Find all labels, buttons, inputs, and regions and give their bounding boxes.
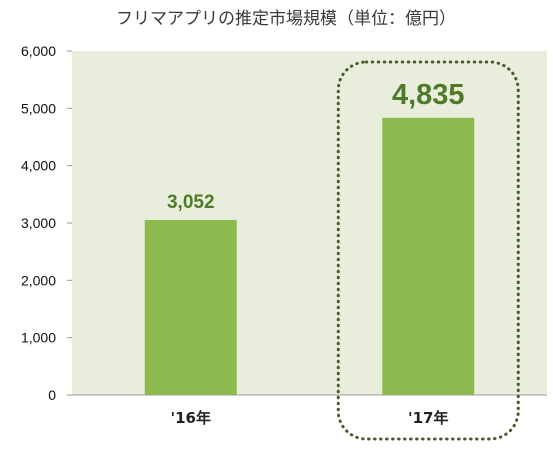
y-tick-label: 0 xyxy=(48,387,56,403)
data-label-17: 4,835 xyxy=(392,79,465,111)
y-tick-label: 5,000 xyxy=(21,100,56,116)
bar-16 xyxy=(144,220,237,395)
y-tick-label: 1,000 xyxy=(21,330,56,346)
x-tick-label-17: '17年 xyxy=(408,409,448,427)
chart-title: フリマアプリの推定市場規模（単位：億円） xyxy=(116,9,456,29)
y-tick-label: 4,000 xyxy=(21,158,56,174)
y-axis: 0 1,000 2,000 3,000 4,000 5,000 6,000 xyxy=(21,43,72,403)
x-axis: '16年 '17年 xyxy=(171,409,449,427)
bars xyxy=(144,117,475,395)
data-labels: 3,052 4,835 xyxy=(167,79,465,213)
bar-17 xyxy=(382,117,475,395)
y-tick-label: 3,000 xyxy=(21,215,56,231)
highlight-outline-17 xyxy=(336,60,520,441)
x-tick-label-16: '16年 xyxy=(171,409,211,427)
y-tick-label: 6,000 xyxy=(21,43,56,59)
y-tick-label: 2,000 xyxy=(21,272,56,288)
data-label-16: 3,052 xyxy=(167,192,215,213)
plot-background xyxy=(72,51,547,395)
